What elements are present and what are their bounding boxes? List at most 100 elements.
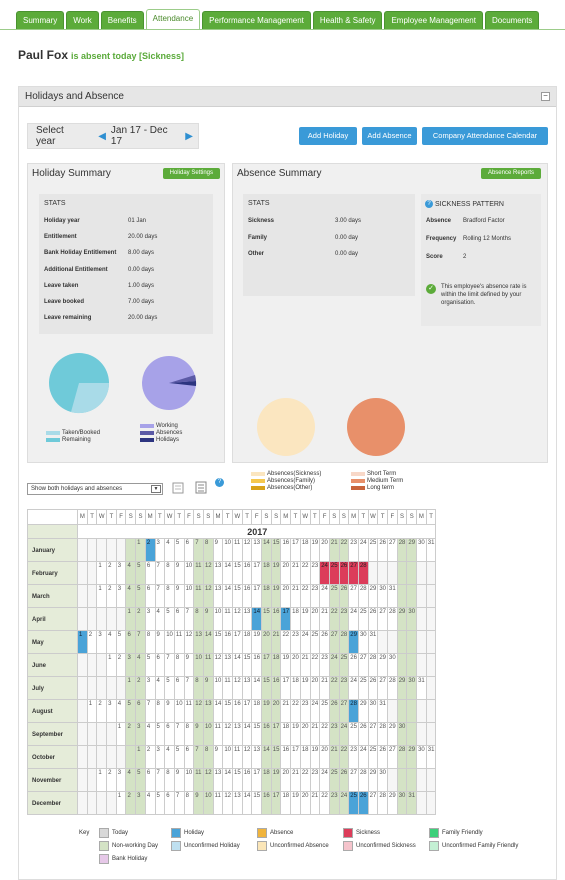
day-cell[interactable]: 10 xyxy=(222,538,233,562)
day-cell[interactable]: 30 xyxy=(396,722,408,746)
day-cell[interactable]: 24 xyxy=(357,538,369,562)
day-cell[interactable]: 1 xyxy=(96,584,108,608)
day-cell[interactable]: 11 xyxy=(193,584,204,608)
day-cell[interactable]: 25 xyxy=(357,676,369,700)
day-cell[interactable]: 20 xyxy=(280,561,292,585)
day-cell[interactable]: 6 xyxy=(135,699,146,723)
day-cell[interactable]: 18 xyxy=(261,584,272,608)
day-cell[interactable]: 16 xyxy=(261,791,272,815)
day-cell[interactable]: 24 xyxy=(338,791,350,815)
day-cell[interactable]: 5 xyxy=(154,722,166,746)
day-cell[interactable]: 12 xyxy=(183,630,195,654)
day-cell[interactable]: 14 xyxy=(251,676,263,700)
day-cell[interactable]: 6 xyxy=(183,745,195,769)
day-cell[interactable]: 11 xyxy=(232,745,243,769)
day-cell[interactable]: 3 xyxy=(144,676,156,700)
day-cell[interactable]: 7 xyxy=(154,561,166,585)
day-cell[interactable]: 20 xyxy=(280,768,292,792)
day-cell[interactable]: 28 xyxy=(377,791,388,815)
day-cell[interactable]: 8 xyxy=(193,676,204,700)
day-cell[interactable]: 14 xyxy=(232,653,243,677)
day-cell[interactable]: 29 xyxy=(357,699,369,723)
day-cell[interactable]: 23 xyxy=(328,722,340,746)
day-cell[interactable]: 7 xyxy=(154,584,166,608)
day-cell[interactable]: 24 xyxy=(357,745,369,769)
day-cell[interactable]: 2 xyxy=(125,791,137,815)
day-cell[interactable]: 6 xyxy=(125,630,137,654)
day-cell[interactable]: 3 xyxy=(135,722,146,746)
day-cell[interactable]: 16 xyxy=(241,561,253,585)
view-select[interactable]: Show both holidays and absences ▼ xyxy=(27,483,163,495)
day-cell[interactable]: 9 xyxy=(183,653,195,677)
day-cell[interactable]: 11 xyxy=(173,630,185,654)
day-cell[interactable]: 9 xyxy=(164,699,175,723)
day-cell[interactable]: 23 xyxy=(338,676,350,700)
day-cell[interactable]: 9 xyxy=(173,584,185,608)
day-cell[interactable]: 6 xyxy=(183,538,195,562)
day-cell[interactable]: 19 xyxy=(299,607,311,631)
day-cell[interactable]: 3 xyxy=(115,561,127,585)
day-cell[interactable]: 25 xyxy=(328,561,340,585)
day-cell[interactable]: 16 xyxy=(270,676,282,700)
tab-employee-management[interactable]: Employee Management xyxy=(384,11,483,29)
day-cell[interactable]: 10 xyxy=(193,653,204,677)
day-cell[interactable]: 21 xyxy=(328,745,340,769)
day-cell[interactable]: 8 xyxy=(164,768,175,792)
day-cell[interactable]: 5 xyxy=(154,791,166,815)
day-cell[interactable]: 22 xyxy=(338,538,350,562)
day-cell[interactable]: 27 xyxy=(387,745,398,769)
day-cell[interactable]: 17 xyxy=(270,722,282,746)
day-cell[interactable]: 30 xyxy=(377,768,388,792)
day-cell[interactable]: 26 xyxy=(319,630,330,654)
day-cell[interactable]: 12 xyxy=(202,561,214,585)
day-cell[interactable]: 11 xyxy=(193,561,204,585)
day-cell[interactable]: 7 xyxy=(154,768,166,792)
help-icon[interactable]: ? xyxy=(215,478,224,487)
day-cell[interactable]: 5 xyxy=(144,653,156,677)
day-cell[interactable]: 15 xyxy=(251,791,263,815)
day-cell[interactable]: 24 xyxy=(319,561,330,585)
day-cell[interactable]: 8 xyxy=(164,561,175,585)
day-cell[interactable]: 26 xyxy=(338,561,350,585)
day-cell[interactable]: 14 xyxy=(212,699,224,723)
day-cell[interactable]: 29 xyxy=(367,768,379,792)
day-cell[interactable]: 8 xyxy=(154,699,166,723)
day-cell[interactable]: 27 xyxy=(377,676,388,700)
day-cell[interactable]: 25 xyxy=(319,699,330,723)
day-cell[interactable]: 27 xyxy=(367,722,379,746)
day-cell[interactable]: 1 xyxy=(125,676,137,700)
day-cell[interactable]: 16 xyxy=(261,722,272,746)
day-cell[interactable]: 26 xyxy=(367,676,379,700)
day-cell[interactable]: 31 xyxy=(377,699,388,723)
day-cell[interactable]: 14 xyxy=(222,768,233,792)
day-cell[interactable]: 2 xyxy=(135,676,146,700)
day-cell[interactable]: 27 xyxy=(348,584,359,608)
day-cell[interactable]: 19 xyxy=(280,653,292,677)
day-cell[interactable]: 10 xyxy=(212,676,224,700)
day-cell[interactable]: 27 xyxy=(348,768,359,792)
day-cell[interactable]: 10 xyxy=(173,699,185,723)
day-cell[interactable]: 19 xyxy=(251,630,263,654)
next-year-icon[interactable]: ▶ xyxy=(185,130,193,142)
day-cell[interactable]: 30 xyxy=(406,676,418,700)
day-cell[interactable]: 15 xyxy=(222,699,233,723)
day-cell[interactable]: 17 xyxy=(280,676,292,700)
day-cell[interactable]: 3 xyxy=(96,630,108,654)
day-cell[interactable]: 11 xyxy=(202,653,214,677)
day-cell[interactable]: 12 xyxy=(232,676,243,700)
day-cell[interactable]: 13 xyxy=(241,607,253,631)
day-cell[interactable]: 2 xyxy=(125,722,137,746)
day-cell[interactable]: 9 xyxy=(193,722,204,746)
day-cell[interactable]: 3 xyxy=(106,699,117,723)
day-cell[interactable]: 6 xyxy=(144,561,156,585)
day-cell[interactable]: 25 xyxy=(328,768,340,792)
day-cell[interactable]: 23 xyxy=(309,584,321,608)
day-cell[interactable]: 17 xyxy=(280,607,292,631)
company-calendar-button[interactable]: Company Attendance Calendar xyxy=(422,127,548,145)
day-cell[interactable]: 16 xyxy=(241,584,253,608)
day-cell[interactable]: 5 xyxy=(173,745,185,769)
day-cell[interactable]: 5 xyxy=(164,676,175,700)
day-cell[interactable]: 4 xyxy=(144,722,156,746)
day-cell[interactable]: 9 xyxy=(154,630,166,654)
day-cell[interactable]: 23 xyxy=(319,653,330,677)
